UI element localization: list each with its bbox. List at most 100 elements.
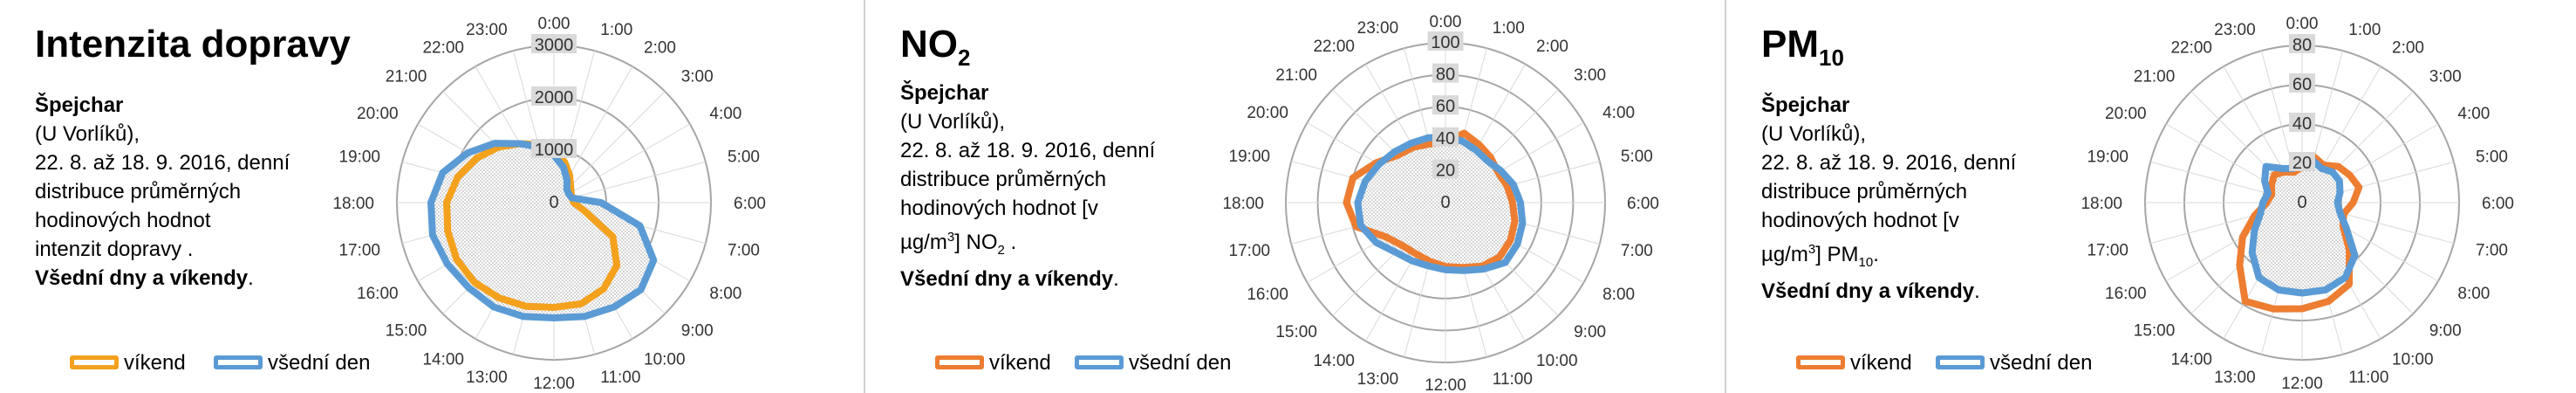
category-label: 6:00 xyxy=(1627,195,1659,213)
radar-chart-pm10: 0 20 40 60 80 1:00 2:00 3:00 4:00 5:00 6:00 7:00 8:0… xyxy=(2081,15,2514,393)
r-tick-label: 2000 xyxy=(535,88,574,107)
panel-divider xyxy=(864,0,865,393)
r-tick-bg xyxy=(1432,63,1459,83)
category-label: 13:00 xyxy=(466,369,508,387)
desc-line: hodinových hodnot xyxy=(35,209,211,232)
category-label: 16:00 xyxy=(357,285,399,303)
panel-title: NO2 xyxy=(900,23,971,71)
desc-line: hodinových hodnot [v xyxy=(900,196,1098,220)
category-label: 0:00 xyxy=(2286,15,2319,33)
radar-chart-no2: 0 20 40 60 80 100 1:00 2:00 3:00 4:00 5:00 6:00 7:00… xyxy=(1222,13,1659,393)
r-tick-bg xyxy=(1432,159,1459,179)
category-label: 21:00 xyxy=(2134,67,2176,86)
category-label: 5:00 xyxy=(1621,148,1653,166)
desc-line: (U Vorlíků), xyxy=(35,122,140,146)
legend-item-weekday: všední den xyxy=(214,351,370,376)
r-tick-label: 40 xyxy=(2292,114,2312,134)
radar-chart-traffic: 0 1000 2000 3000 1:00 2:00 3:00 4:00 5:00 6:00 7:0… xyxy=(332,15,766,393)
category-label: 4:00 xyxy=(2457,105,2490,123)
category-label: 6:00 xyxy=(2482,195,2514,213)
category-label: 4:00 xyxy=(709,105,741,123)
grid-spoke xyxy=(553,123,691,203)
category-label: 8:00 xyxy=(2457,285,2490,303)
series-line-weekday xyxy=(1354,134,1527,274)
category-label: 2:00 xyxy=(2392,39,2424,58)
category-label: 19:00 xyxy=(338,148,380,167)
category-label: 10:00 xyxy=(2392,350,2434,369)
category-label: 23:00 xyxy=(466,21,508,39)
category-label: 13:00 xyxy=(1357,370,1399,389)
category-label: 11:00 xyxy=(2348,369,2388,387)
category-label: 22:00 xyxy=(1313,38,1355,56)
category-label: 8:00 xyxy=(1602,286,1635,304)
panel-no2: NO2 Špejchar (U Vorlíků), 22. 8. až 18. … xyxy=(865,0,1725,393)
legend-swatch xyxy=(1075,355,1124,369)
category-label: 21:00 xyxy=(1275,66,1317,85)
desc-bold: Všední dny a víkendy xyxy=(900,266,1114,291)
category-label: 18:00 xyxy=(332,195,374,213)
r-tick-bg xyxy=(2289,113,2315,132)
category-label: 18:00 xyxy=(1222,195,1264,213)
panel-title: Intenzita dopravy xyxy=(35,23,351,66)
r-tick-label: 20 xyxy=(2292,154,2312,173)
r-tick-label: 100 xyxy=(1431,33,1459,52)
category-label: 12:00 xyxy=(2281,375,2323,393)
panel-pm10: PM10 Špejchar (U Vorlíků), 22. 8. až 18.… xyxy=(1726,0,2576,393)
r-tick-label: 3000 xyxy=(535,36,574,55)
r-tick-bg xyxy=(1427,31,1464,51)
legend-swatch xyxy=(1796,355,1845,369)
category-label: 5:00 xyxy=(728,148,760,167)
category-label: 15:00 xyxy=(2134,322,2176,341)
r-tick-label: 20 xyxy=(1436,161,1455,180)
panel-traffic: Intenzita dopravy Špejchar (U Vorlíků), … xyxy=(0,0,864,393)
category-label: 2:00 xyxy=(1536,38,1568,56)
r-tick-label: 1000 xyxy=(535,141,574,160)
r-tick-label: 0 xyxy=(549,193,558,212)
category-label: 14:00 xyxy=(422,350,464,369)
category-label: 13:00 xyxy=(2214,369,2256,387)
site-name: Špejchar xyxy=(1761,93,1850,117)
desc-line-unit: µg/m3] PM10. xyxy=(1761,242,1879,270)
category-label: 16:00 xyxy=(1247,286,1288,304)
category-label: 12:00 xyxy=(533,375,575,393)
category-label: 11:00 xyxy=(1493,370,1533,389)
category-label: 17:00 xyxy=(1229,242,1271,260)
site-name: Špejchar xyxy=(900,81,989,105)
legend-item-weekend: víkend xyxy=(70,351,186,376)
panel-description: Špejchar (U Vorlíků), 22. 8. až 18. 9. 2… xyxy=(1761,91,2016,306)
category-label: 7:00 xyxy=(2476,241,2508,259)
desc-line: intenzit dopravy . xyxy=(35,238,194,261)
category-label: 1:00 xyxy=(600,21,632,39)
category-label: 3:00 xyxy=(681,67,714,86)
category-label: 14:00 xyxy=(1313,352,1355,370)
desc-line: 22. 8. až 18. 9. 2016, denní xyxy=(900,139,1156,162)
category-label: 5:00 xyxy=(2476,148,2508,167)
category-label: 1:00 xyxy=(1493,19,1525,38)
desc-line: distribuce průměrných xyxy=(1761,180,1968,203)
category-label: 9:00 xyxy=(681,322,714,341)
desc-line: 22. 8. až 18. 9. 2016, denní xyxy=(35,151,290,175)
series-line-weekday xyxy=(427,140,658,321)
r-tick-bg xyxy=(1432,127,1459,147)
desc-bold: Všední dny a víkendy xyxy=(1761,279,1975,303)
category-label: 15:00 xyxy=(1275,323,1317,341)
category-label: 7:00 xyxy=(728,241,760,259)
category-label: 9:00 xyxy=(1574,323,1606,341)
category-label: 17:00 xyxy=(338,241,380,259)
category-label: 14:00 xyxy=(2170,350,2212,369)
legend-item-weekday: všední den xyxy=(1936,351,2092,376)
r-tick-bg xyxy=(1432,95,1459,115)
desc-line: 22. 8. až 18. 9. 2016, denní xyxy=(1761,151,2017,175)
category-label: 21:00 xyxy=(386,67,427,86)
r-tick-label: 0 xyxy=(1440,193,1450,212)
legend-swatch xyxy=(70,355,119,369)
category-label: 12:00 xyxy=(1425,376,1466,393)
desc-line: (U Vorlíků), xyxy=(900,110,1006,134)
category-label: 7:00 xyxy=(1621,242,1653,260)
r-tick-bg xyxy=(531,34,577,53)
category-label: 3:00 xyxy=(2429,67,2462,86)
series-line-weekend xyxy=(1343,129,1519,272)
r-tick-label: 60 xyxy=(2292,75,2312,94)
legend-item-weekend: víkend xyxy=(935,351,1051,376)
